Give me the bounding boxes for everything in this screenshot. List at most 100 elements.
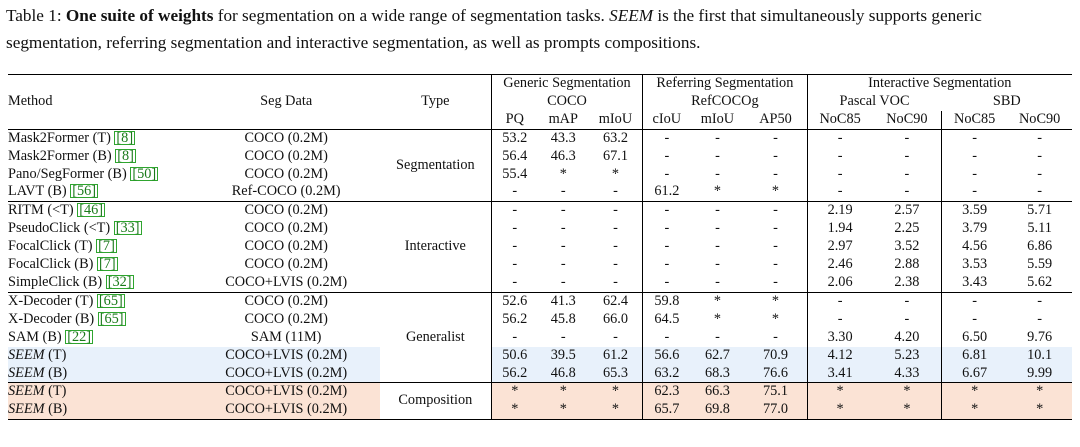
- value-cell: 5.59: [1027, 256, 1053, 273]
- value-cell: -: [715, 147, 720, 164]
- method-name: SEEM: [8, 401, 45, 418]
- citation-link[interactable]: [56]: [70, 183, 99, 200]
- method-cell: FocalClick (T) [7]: [8, 238, 192, 256]
- value-cell: 66.3: [690, 382, 745, 402]
- value-cell: -: [490, 273, 538, 293]
- value-cell: -: [560, 328, 566, 345]
- value-cell: 3.41: [806, 364, 873, 383]
- table-row: Pano/SegFormer (B) [50] COCO (0.2M) 55.4 * *…: [8, 165, 1072, 184]
- type-group-cell: Generalist: [379, 292, 492, 383]
- method-cell: SimpleClick (B) [32]: [8, 274, 192, 292]
- seg-data-cell: COCO+LVIS (0.2M): [192, 382, 380, 402]
- value-cell: -: [715, 273, 720, 290]
- value-cell: 39.5: [537, 346, 589, 365]
- seg-data-cell: COCO (0.2M): [244, 310, 328, 327]
- value-cell: *: [490, 382, 538, 402]
- citation-link[interactable]: [65]: [96, 292, 125, 309]
- value-cell: -: [773, 147, 778, 164]
- value-cell: 63.2: [642, 364, 691, 383]
- value-cell: 76.6: [744, 364, 807, 383]
- caption-text-2: is the first that simultaneously support…: [6, 6, 982, 52]
- value-cell: -: [715, 256, 720, 273]
- citation-link[interactable]: [46]: [77, 202, 106, 219]
- value-cell: -: [642, 147, 691, 166]
- citation-link[interactable]: [65]: [97, 310, 126, 327]
- value-cell: 9.99: [1007, 364, 1072, 383]
- citation-link[interactable]: [8]: [114, 129, 136, 146]
- value-cell: 62.4: [602, 292, 628, 309]
- value-cell: -: [613, 273, 618, 290]
- value-cell: -: [773, 256, 778, 273]
- metric-header: NoC90: [886, 110, 928, 127]
- method-name: Pano/SegFormer (B): [8, 165, 131, 182]
- method-name: Mask2Former (T): [8, 129, 115, 146]
- value-cell: -: [490, 183, 538, 202]
- citation-link[interactable]: [33]: [113, 220, 142, 237]
- citation-link[interactable]: [22]: [65, 328, 94, 345]
- metric-header: mAP: [548, 110, 578, 127]
- value-cell: -: [642, 256, 691, 274]
- table-row: Mask2Former (T) [8] COCO (0.2M) Segmentati…: [8, 129, 1072, 202]
- value-cell: -: [773, 328, 778, 345]
- metric-header: cIoU: [642, 110, 691, 130]
- value-cell: 3.79: [941, 220, 1008, 239]
- value-cell: -: [941, 129, 1008, 148]
- table-caption: Table 1: One suite of weights for segmen…: [6, 2, 1076, 56]
- interactive-header: Interactive Segmentation: [806, 74, 1072, 93]
- citation-link[interactable]: [7]: [96, 256, 118, 273]
- seg-data-cell: COCO (0.2M): [244, 165, 328, 182]
- value-cell: 53.2: [490, 129, 538, 148]
- seg-data-cell: COCO (0.2M): [244, 129, 328, 146]
- caption-bold: One suite of weights: [65, 6, 214, 25]
- citation-link[interactable]: [7]: [96, 238, 117, 255]
- value-cell: 56.6: [642, 346, 691, 365]
- value-cell: *: [771, 292, 780, 309]
- value-cell: -: [904, 129, 910, 146]
- value-cell: 2.25: [894, 220, 920, 237]
- value-cell: *: [588, 401, 643, 420]
- citation-link[interactable]: [32]: [105, 273, 134, 290]
- method-cell: SEEM (T): [8, 346, 193, 365]
- value-cell: -: [773, 129, 778, 146]
- method-cell: SEEM (B): [8, 401, 193, 420]
- value-cell: *: [872, 382, 942, 402]
- seg-data-cell: COCO+LVIS (0.2M): [192, 401, 380, 420]
- method-cell: SAM (B) [22]: [8, 329, 192, 347]
- value-cell: 2.88: [894, 256, 920, 273]
- value-cell: -: [560, 238, 566, 255]
- table-row: RITM (<T) [46] COCO (0.2M) Interactive - - - -…: [8, 201, 1072, 293]
- seg-data-cell: Ref-COCO (0.2M): [231, 183, 341, 200]
- method-cell: RITM (<T) [46]: [8, 202, 192, 220]
- value-cell: 2.38: [894, 273, 920, 290]
- value-cell: *: [872, 401, 942, 420]
- table-row: X-Decoder (T) [65] COCO (0.2M) Generalist 5…: [8, 292, 1072, 383]
- table-row: SEEM (T) COCO+LVIS (0.2M) 50.6 39.5 61.2 56.6…: [8, 346, 1072, 365]
- seg-data-cell: COCO (0.2M): [244, 220, 328, 237]
- value-cell: 3.30: [806, 328, 873, 347]
- value-cell: 3.52: [894, 238, 920, 255]
- value-cell: -: [560, 273, 566, 290]
- method-name: SAM (B): [8, 328, 66, 345]
- value-cell: -: [1037, 310, 1043, 327]
- value-cell: *: [490, 401, 538, 420]
- value-cell: -: [773, 220, 778, 237]
- value-cell: *: [771, 183, 780, 200]
- value-cell: -: [1037, 183, 1043, 200]
- value-cell: 56.4: [490, 147, 538, 166]
- value-cell: 6.50: [941, 328, 1008, 347]
- value-cell: -: [904, 183, 910, 200]
- value-cell: -: [941, 165, 1008, 184]
- table-row: FocalClick (B) [7] COCO (0.2M) - - - - - - 2.46 2…: [8, 256, 1072, 274]
- value-cell: -: [806, 292, 873, 311]
- value-cell: -: [715, 129, 720, 146]
- table-row: Mask2Former (B) [8] COCO (0.2M) 56.4 46.3 67…: [8, 147, 1072, 166]
- value-cell: -: [1037, 129, 1043, 146]
- citation-link[interactable]: [50]: [130, 165, 159, 182]
- value-cell: *: [713, 292, 722, 309]
- metric-header: mIoU: [700, 110, 735, 127]
- table-body: Mask2Former (T) [8] COCO (0.2M) Segmentati…: [8, 129, 1072, 420]
- method-name: SEEM: [8, 364, 45, 381]
- method-name: PseudoClick (<T): [8, 220, 114, 237]
- citation-link[interactable]: [8]: [115, 147, 136, 164]
- results-table: Method Seg Data Type Generic Segmentatio…: [8, 74, 1072, 420]
